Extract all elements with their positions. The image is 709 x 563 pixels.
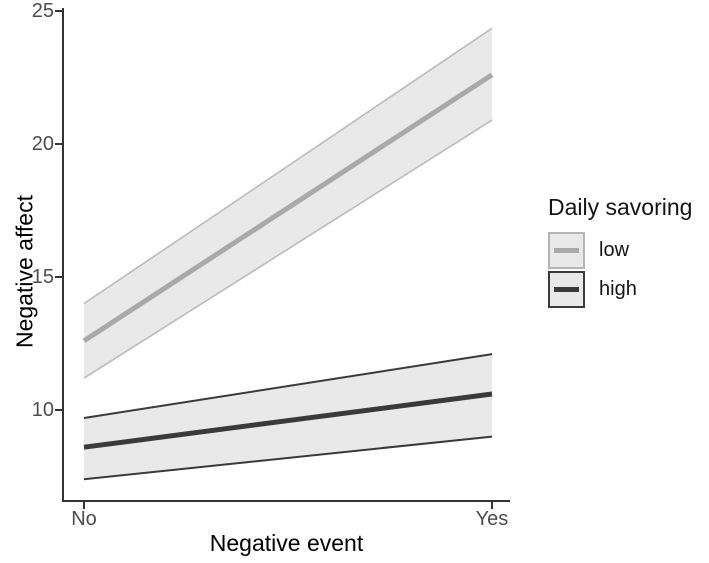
y-tick-label-20: 20 [31, 133, 54, 155]
y-axis-title: Negative affect [11, 195, 38, 349]
legend-row-low: low [548, 232, 692, 269]
series-line-low [82, 72, 494, 343]
legend-key-low [548, 232, 585, 269]
legend-key-line [554, 287, 579, 292]
y-tick-label-10: 10 [31, 399, 54, 421]
legend-title: Daily savoring [548, 194, 693, 220]
legend: Daily savoring low high [548, 194, 692, 310]
x-axis-title: Negative event [209, 530, 364, 556]
series-line-high [83, 391, 493, 450]
series-ribbon-low [84, 28, 492, 379]
y-tick-label-15: 15 [31, 266, 54, 288]
series-ribbon-top-low [83, 27, 493, 305]
legend-row-high: high [548, 271, 692, 308]
legend-label-high: high [599, 278, 637, 300]
x-tick-label-no: No [71, 508, 97, 530]
series-ribbon-top-high [83, 353, 493, 419]
series-ribbon-bottom-low [83, 119, 493, 379]
series-ribbon-high [84, 354, 492, 480]
x-tick-label-yes: Yes [475, 508, 509, 530]
legend-key-high [548, 271, 585, 308]
series-ribbon-bottom-high [83, 435, 493, 481]
y-tick-label-25: 25 [31, 0, 54, 22]
legend-key-line [554, 248, 579, 253]
legend-label-low: low [599, 239, 630, 261]
